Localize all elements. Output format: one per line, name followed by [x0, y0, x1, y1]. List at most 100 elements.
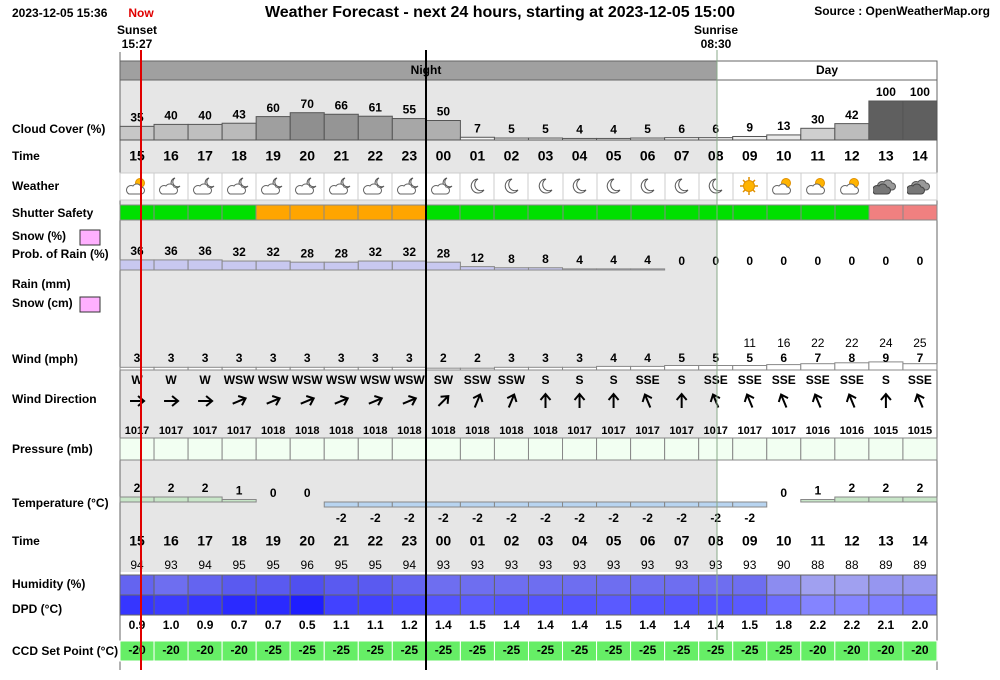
cloud-bar [698, 137, 734, 141]
wind-bar [323, 366, 359, 371]
shutter-cell [902, 204, 938, 221]
pressure-value: 1017 [125, 425, 149, 437]
rain-bar [119, 259, 155, 271]
rain-value: 28 [335, 246, 349, 260]
shutter-cell [323, 204, 359, 221]
dpd-cell [562, 594, 598, 616]
row-label: Rain (mm) [12, 277, 71, 291]
pressure-value: 1017 [772, 425, 796, 437]
hour-label: 07 [674, 533, 690, 549]
temperature-value: -2 [336, 511, 347, 525]
wind-speed: 3 [372, 351, 379, 365]
temperature-value: 1 [814, 484, 821, 498]
humidity-value: 93 [437, 558, 451, 572]
weather-cells [119, 172, 938, 201]
row-label: Wind (mph) [12, 352, 78, 366]
wind-direction: WSW [360, 373, 391, 387]
dpd-value: 1.4 [503, 618, 520, 632]
dpd-value: 2.2 [809, 618, 826, 632]
wind-speed: 5 [746, 351, 753, 365]
dpd-value: 1.2 [401, 618, 418, 632]
hour-label: 11 [810, 148, 825, 164]
cloud-value: 55 [403, 103, 417, 117]
wind-arrow [607, 392, 620, 408]
hour-label: 02 [504, 533, 520, 549]
wind-speed: 3 [134, 351, 141, 365]
temperature-value: 2 [883, 481, 890, 495]
humidity-cell [459, 574, 495, 596]
cloud-value: 60 [267, 101, 281, 115]
dpd-cell [834, 594, 870, 616]
hour-label: 14 [912, 533, 928, 549]
cloud-value: 7 [474, 121, 481, 135]
dpd-cell [187, 594, 223, 616]
cloud-value: 70 [301, 97, 315, 111]
hour-label: 21 [333, 533, 349, 549]
ccd-value: -25 [265, 643, 283, 657]
hour-label: 15 [129, 148, 145, 164]
humidity-value: 93 [743, 558, 757, 572]
wind-arrow [506, 393, 518, 408]
wind-arrow [232, 395, 248, 406]
rain-bar [459, 266, 495, 271]
pressure-value: 1017 [193, 425, 217, 437]
wind-bar [766, 364, 802, 371]
cloud-value: 40 [198, 109, 212, 123]
hour-label: 14 [912, 148, 928, 164]
dpd-value: 0.5 [299, 618, 316, 632]
hour-label: 13 [878, 533, 894, 549]
humidity-value: 88 [845, 558, 859, 572]
temperature-bar [425, 501, 461, 508]
pressure-cell [221, 437, 257, 461]
cloud-bar [357, 115, 393, 141]
rain-value: 0 [883, 254, 890, 268]
wind-bar [664, 365, 700, 371]
dpd-value: 2.1 [878, 618, 895, 632]
humidity-cell [630, 574, 666, 596]
temperature-value: 2 [168, 481, 175, 495]
rain-bar [596, 268, 632, 271]
dpd-value: 2.0 [912, 618, 929, 632]
sunset-time: 15:27 [122, 37, 153, 51]
cloud-value: 9 [746, 121, 753, 135]
temperature-bar [664, 501, 700, 508]
wind-bar [255, 366, 291, 371]
hour-label: 10 [776, 148, 792, 164]
rain-value: 36 [164, 244, 178, 258]
cloud-value: 30 [811, 112, 825, 126]
rain-bar [425, 261, 461, 271]
dpd-value: 0.9 [197, 618, 214, 632]
wind-gust: 24 [879, 336, 893, 350]
hour-label: 03 [538, 533, 554, 549]
wind-direction: S [882, 373, 890, 387]
hour-label: 19 [265, 533, 281, 549]
cloud-bar [664, 137, 700, 141]
snow-key [79, 296, 101, 313]
pressure-value: 1018 [261, 425, 285, 437]
pressure-value: 1016 [840, 425, 864, 437]
day-label: Day [816, 63, 838, 77]
wind-arrow [880, 392, 892, 408]
rain-value: 4 [610, 253, 617, 267]
dpd-cell [153, 594, 189, 616]
rain-bar [153, 259, 189, 271]
temperature-bar [902, 496, 938, 503]
dpd-cell [800, 594, 836, 616]
temperature-bar [630, 501, 666, 508]
cloud-bar [255, 116, 291, 141]
wind-speed: 3 [236, 351, 243, 365]
rain-bar [493, 267, 529, 271]
pressure-cell [766, 437, 802, 461]
pressure-cell [391, 437, 427, 461]
wind-speed: 6 [780, 351, 787, 365]
hour-label: 19 [265, 148, 281, 164]
wind-speed: 2 [474, 351, 481, 365]
wind-arrow [743, 393, 755, 408]
temperature-bar [119, 496, 155, 503]
cloud-bar [459, 136, 495, 141]
cloud-bar [868, 100, 904, 141]
pressure-value: 1015 [874, 425, 898, 437]
pressure-cell [153, 437, 189, 461]
dpd-cell [630, 594, 666, 616]
shutter-cell [493, 204, 529, 221]
